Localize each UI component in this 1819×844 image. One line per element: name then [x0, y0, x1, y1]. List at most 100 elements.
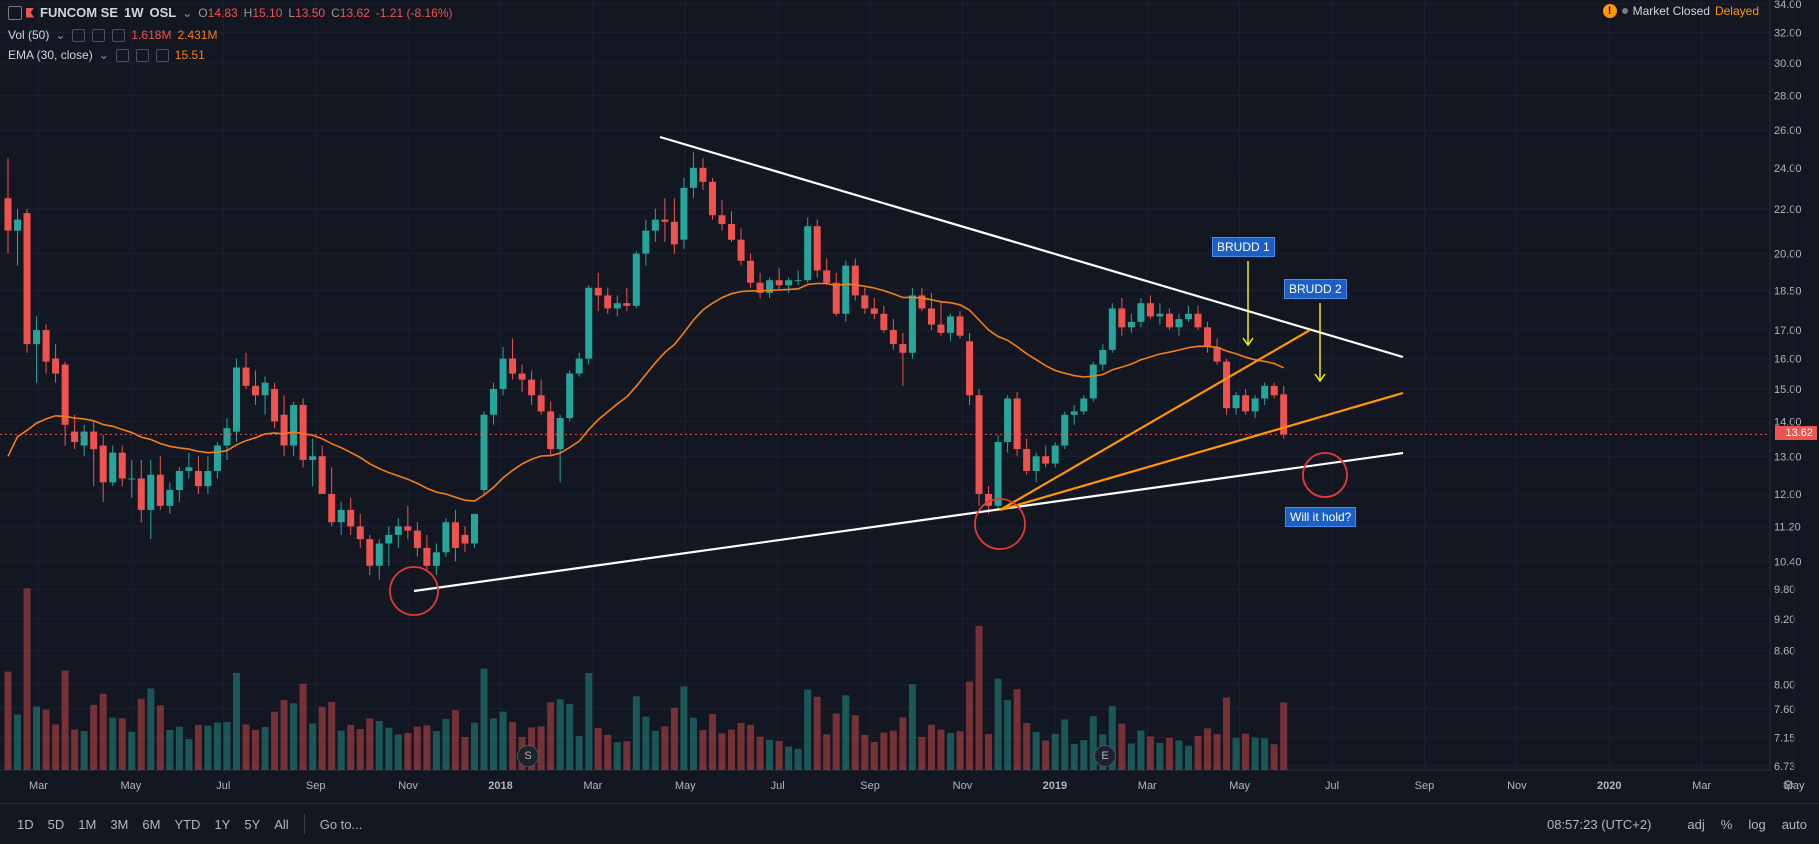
collapse-legend-icon[interactable]: [8, 6, 22, 20]
volume-bar: [480, 668, 488, 770]
candle-up: [804, 226, 812, 281]
candle-down: [1042, 456, 1050, 464]
will-it-hold-label[interactable]: Will it hold?: [1285, 507, 1357, 527]
candle-up: [204, 470, 212, 487]
goto-date-button[interactable]: Go to...: [319, 816, 363, 832]
volume-bar: [766, 739, 774, 770]
interval-label[interactable]: 1W: [124, 5, 144, 20]
remove-icon[interactable]: [155, 48, 169, 62]
volume-bar: [728, 729, 736, 770]
candle-up: [794, 280, 802, 282]
candle-down: [547, 411, 555, 450]
log-toggle[interactable]: log: [1748, 816, 1766, 832]
volume-bar: [1270, 744, 1278, 770]
range-3m-button[interactable]: 3M: [110, 816, 129, 832]
candle-down: [71, 431, 79, 443]
volume-bar: [1042, 740, 1050, 770]
range-all-button[interactable]: All: [274, 816, 289, 832]
volume-bar: [651, 730, 659, 770]
range-6m-button[interactable]: 6M: [142, 816, 161, 832]
volume-bar: [175, 726, 183, 770]
range-5d-button[interactable]: 5D: [47, 816, 65, 832]
volume-bar: [90, 704, 98, 770]
low-value: 13.50: [295, 5, 326, 20]
candle-down: [413, 530, 421, 548]
volume-bar: [185, 739, 193, 770]
volume-bar: [1242, 733, 1250, 770]
candle-down: [699, 167, 707, 182]
volume-bar: [594, 728, 602, 770]
candle-up: [1032, 456, 1040, 471]
price-chart[interactable]: 34.00 32.00 30.00 28.00 26.00 24.00 22.00 20.00…: [0, 0, 1819, 803]
volume-bar: [737, 722, 745, 770]
volume-bar: [747, 724, 755, 770]
chevron-down-icon[interactable]: ⌄: [55, 28, 66, 42]
volume-bar: [280, 699, 288, 770]
candle-up: [223, 428, 231, 446]
range-1d-button[interactable]: 1D: [17, 816, 34, 832]
range-1m-button[interactable]: 1M: [78, 816, 97, 832]
chevron-down-icon[interactable]: ⌄: [182, 5, 193, 20]
visibility-icon[interactable]: [115, 48, 129, 62]
timezone-clock[interactable]: 08:57:23 (UTC+2): [1546, 816, 1652, 832]
chevron-down-icon[interactable]: ⌄: [98, 48, 109, 62]
range-ytd-button[interactable]: YTD: [174, 816, 201, 832]
candle-down: [718, 215, 726, 224]
last-price-tag: 13.62: [1775, 426, 1817, 441]
candle-up: [375, 543, 383, 566]
volume-bar: [918, 736, 926, 770]
volume-bar: [689, 717, 697, 770]
candle-down: [23, 213, 31, 345]
y-tick-label: 14.00: [1774, 416, 1802, 428]
volume-indicator-label[interactable]: Vol (50): [8, 28, 50, 42]
x-tick-label: Mar: [29, 780, 48, 792]
visibility-icon[interactable]: [72, 28, 86, 42]
volume-bar: [147, 688, 155, 770]
volume-bar: [861, 734, 869, 770]
symbol-name[interactable]: FUNCOM SE: [40, 5, 118, 20]
ema-indicator-label[interactable]: EMA (30, close): [8, 48, 93, 62]
volume-bar: [547, 702, 555, 770]
candle-down: [861, 295, 869, 309]
auto-toggle[interactable]: auto: [1781, 816, 1807, 832]
candle-up: [1251, 398, 1259, 412]
x-tick-label: May: [1784, 780, 1805, 792]
volume-bar: [1184, 745, 1192, 770]
volume-bar: [832, 713, 840, 770]
volume-bar: [1127, 743, 1135, 770]
range-1y-button[interactable]: 1Y: [214, 816, 231, 832]
brudd1-label[interactable]: BRUDD 1: [1212, 237, 1275, 257]
volume-bar: [1023, 723, 1031, 770]
brudd2-arrow-head: [1314, 373, 1326, 383]
candle-down: [823, 270, 831, 283]
exchange-label[interactable]: OSL: [149, 5, 177, 20]
settings-icon[interactable]: [135, 48, 149, 62]
volume-bar: [1223, 697, 1231, 770]
candle-down: [975, 395, 983, 494]
volume-bar: [299, 683, 307, 770]
volume-bar: [623, 741, 631, 770]
candle-down: [90, 431, 98, 450]
settings-icon[interactable]: [92, 28, 106, 42]
earnings-event-icon[interactable]: E: [1094, 745, 1116, 767]
gear-icon[interactable]: ⚙: [1782, 777, 1795, 793]
volume-bar: [1070, 743, 1078, 770]
warning-icon[interactable]: !: [1602, 4, 1617, 18]
split-event-icon[interactable]: S: [517, 745, 539, 767]
percent-toggle[interactable]: %: [1720, 816, 1733, 832]
candle-down: [1280, 394, 1288, 435]
volume-bar: [937, 729, 945, 770]
adj-toggle[interactable]: adj: [1687, 816, 1705, 832]
volume-bar: [556, 699, 564, 770]
volume-value-1: 1.618M: [131, 28, 172, 42]
remove-icon[interactable]: [112, 28, 126, 42]
candle-up: [33, 330, 41, 345]
candle-down: [937, 324, 945, 333]
candle-up: [946, 316, 954, 333]
range-5y-button[interactable]: 5Y: [244, 816, 261, 832]
volume-bar: [1013, 689, 1021, 770]
low-key: L: [288, 5, 296, 20]
brudd2-label[interactable]: BRUDD 2: [1284, 279, 1347, 299]
volume-bar: [1261, 738, 1269, 770]
candle-down: [756, 282, 764, 293]
